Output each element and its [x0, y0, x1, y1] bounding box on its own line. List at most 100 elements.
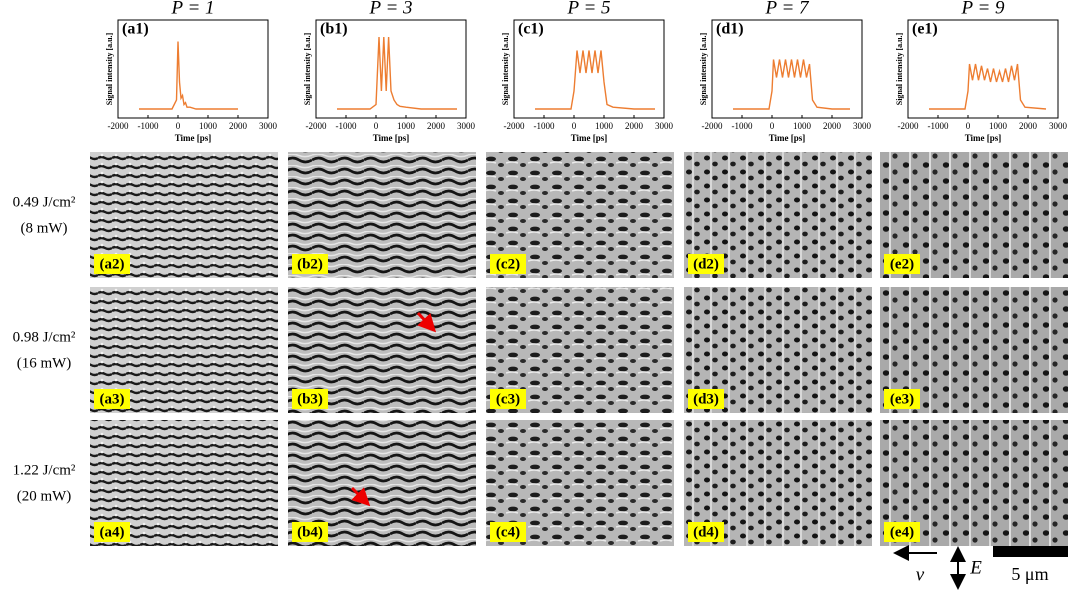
panel-label: (d2) [693, 256, 719, 272]
x-tick-label: 1000 [595, 121, 614, 131]
panel-label: (a2) [100, 256, 125, 272]
panel-label-bg [292, 389, 328, 409]
panel-label-bg [688, 389, 724, 409]
x-tick-label: -1000 [336, 121, 357, 131]
x-tick-label: 2000 [229, 121, 248, 131]
chart-title: P = 9 [960, 0, 1005, 18]
chart-title: P = 7 [764, 0, 810, 18]
y-axis-label: Signal intensity [a.u.] [501, 32, 510, 105]
panel-label: (a4) [100, 524, 125, 540]
x-tick-label: 1000 [793, 121, 812, 131]
signal-line [535, 50, 655, 110]
panel-label: (a3) [100, 391, 125, 407]
x-tick-label: 1000 [397, 121, 416, 131]
x-axis-label: Time [ps] [965, 133, 1002, 143]
images: 0.49 J/cm² (8 mW) (a2) (b2) (c2) (d2) (e2) 0.98… [13, 152, 1068, 546]
panel-label: (c2) [496, 256, 520, 272]
x-tick-label: 2000 [1019, 121, 1038, 131]
x-tick-label: 0 [770, 121, 775, 131]
field-label: E [969, 557, 982, 578]
panel-label-bg [884, 254, 920, 274]
signal-line [337, 36, 457, 110]
panel-label: (d4) [693, 524, 719, 540]
row-label: 0.49 J/cm² [13, 194, 76, 210]
x-tick-label: 3000 [457, 121, 476, 131]
plot-frame [907, 19, 1059, 119]
x-tick-label: -2000 [504, 121, 525, 131]
row-label: (8 mW) [20, 220, 67, 236]
panel-label: (d3) [693, 391, 719, 407]
plot-frame [513, 19, 665, 119]
panel-label: (b2) [297, 256, 323, 272]
row-label: (20 mW) [17, 488, 72, 504]
panel-label: (e1) [912, 21, 938, 38]
panel-label: (b1) [320, 21, 348, 38]
x-axis-label: Time [ps] [571, 133, 608, 143]
panel-label-bg [490, 522, 526, 542]
x-tick-label: -2000 [306, 121, 327, 131]
annotations: v E 5 μm [350, 311, 1068, 590]
panel-label-bg [884, 389, 920, 409]
y-axis-label: Signal intensity [a.u.] [699, 32, 708, 105]
panel-label: (e3) [890, 391, 914, 407]
x-tick-label: 2000 [427, 121, 446, 131]
x-tick-label: 3000 [853, 121, 872, 131]
panel-label-bg [688, 254, 724, 274]
x-tick-label: 2000 [823, 121, 842, 131]
x-tick-label: 0 [176, 121, 181, 131]
x-tick-label: 1000 [989, 121, 1008, 131]
x-tick-label: -2000 [898, 121, 919, 131]
y-axis-label: Signal intensity [a.u.] [303, 32, 312, 105]
x-tick-label: -1000 [928, 121, 949, 131]
chart-title: P = 5 [566, 0, 610, 18]
row-label: 1.22 J/cm² [13, 462, 76, 478]
panel-label-bg [490, 254, 526, 274]
x-tick-label: -1000 [138, 121, 159, 131]
panel-label: (a1) [122, 21, 149, 38]
chart-title: P = 1 [170, 0, 214, 18]
panel-label-bg [292, 254, 328, 274]
panel-label-bg [292, 522, 328, 542]
x-tick-label: 3000 [1049, 121, 1068, 131]
y-axis-label: Signal intensity [a.u.] [105, 32, 114, 105]
signal-line [929, 63, 1047, 110]
panel-label-bg [94, 254, 130, 274]
panel-label: (b3) [297, 391, 323, 407]
panel-label-bg [94, 389, 130, 409]
x-axis-label: Time [ps] [769, 133, 806, 143]
plot-frame [315, 19, 467, 119]
panel-label-bg [490, 389, 526, 409]
signal-line [733, 59, 850, 110]
panel-label-bg [688, 522, 724, 542]
x-tick-label: 0 [572, 121, 577, 131]
panel-label: (c3) [496, 391, 520, 407]
x-tick-label: -1000 [534, 121, 555, 131]
panel-label: (e2) [890, 256, 914, 272]
x-tick-label: 1000 [199, 121, 218, 131]
panel-label: (c1) [518, 21, 544, 38]
chart-title: P = 3 [368, 0, 412, 18]
x-axis-label: Time [ps] [373, 133, 410, 143]
x-tick-label: -2000 [108, 121, 129, 131]
panel-label: (d1) [716, 21, 744, 38]
charts: P = 1 -2000 -1000 0 1000 2000 3000 Time [ps] Sig… [105, 0, 1068, 143]
scale-label: 5 μm [1011, 564, 1048, 584]
panel-label-bg [94, 522, 130, 542]
x-tick-label: -2000 [702, 121, 723, 131]
panel-label: (c4) [496, 524, 520, 540]
x-tick-label: 2000 [625, 121, 644, 131]
signal-line [139, 41, 238, 110]
x-tick-label: 3000 [259, 121, 278, 131]
x-tick-label: 3000 [655, 121, 674, 131]
panel-label: (b4) [297, 524, 323, 540]
red-arrow [350, 486, 371, 507]
y-axis-label: Signal intensity [a.u.] [895, 32, 904, 105]
x-tick-label: 0 [374, 121, 379, 131]
velocity-label: v [916, 564, 925, 585]
x-tick-label: -1000 [732, 121, 753, 131]
red-arrow [416, 311, 437, 333]
x-tick-label: 0 [966, 121, 971, 131]
plot-frame [117, 19, 269, 119]
row-label: 0.98 J/cm² [13, 329, 76, 345]
